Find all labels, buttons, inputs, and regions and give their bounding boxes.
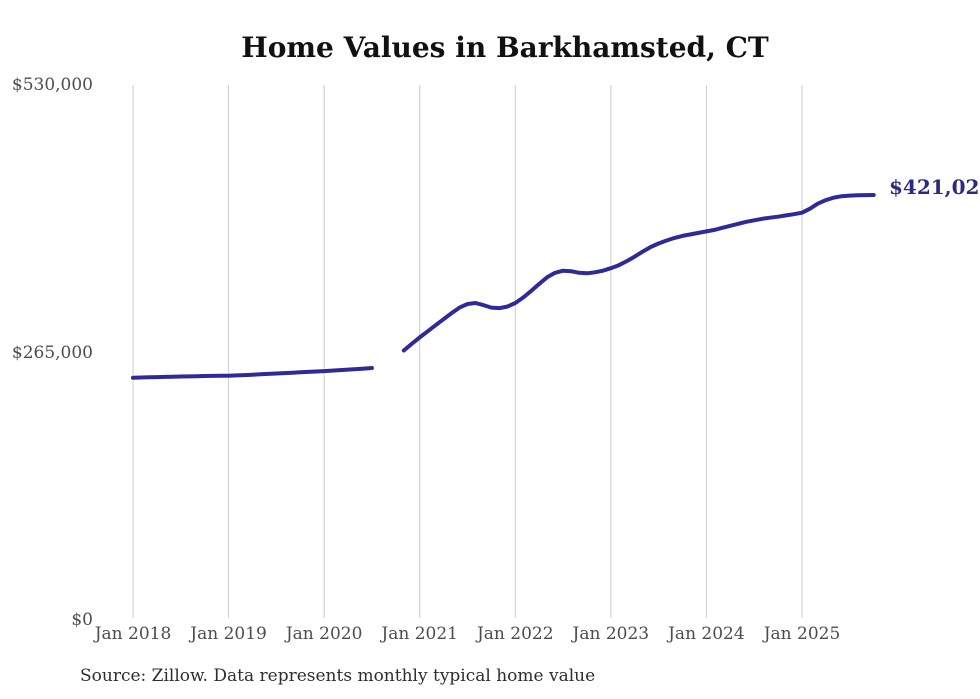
x-axis-tick-label: Jan 2025: [763, 624, 841, 644]
y-axis-tick-label: $0: [71, 610, 93, 630]
chart-title: Home Values in Barkhamsted, CT: [241, 31, 769, 64]
x-axis-tick-label: Jan 2022: [476, 624, 554, 644]
x-axis-tick-label: Jan 2021: [381, 624, 458, 644]
home-value-line-segment: [401, 193, 876, 353]
x-axis-tick-label: Jan 2020: [285, 624, 363, 644]
end-value-label: $421,025: [889, 175, 980, 199]
x-axis-tick-label: Jan 2019: [190, 624, 267, 644]
x-axis-tick-label: Jan 2018: [94, 624, 172, 644]
x-axis-tick-label: Jan 2024: [668, 624, 745, 644]
y-axis-tick-label: $530,000: [11, 75, 93, 95]
source-note: Source: Zillow. Data represents monthly …: [80, 666, 596, 686]
gridlines: [132, 85, 803, 618]
value-line: [131, 193, 876, 380]
x-axis-tick-label: Jan 2023: [572, 624, 650, 644]
y-axis-tick-label: $265,000: [11, 342, 93, 363]
home-value-line-segment: [131, 366, 374, 380]
